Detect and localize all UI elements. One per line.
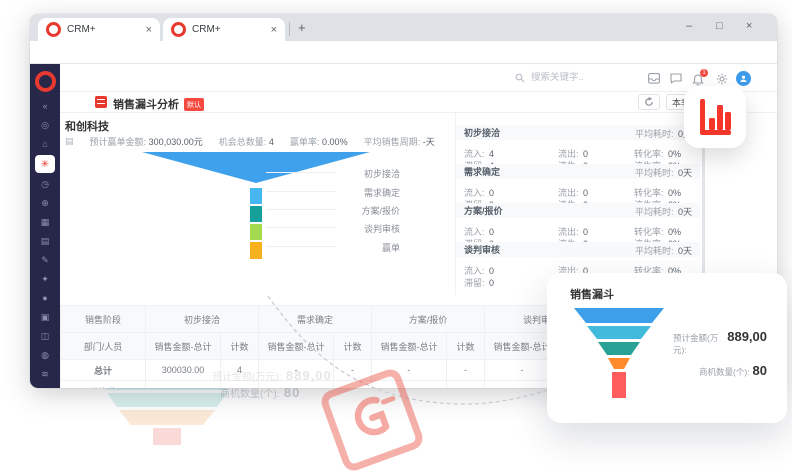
home-icon[interactable]: ⌂ <box>42 139 48 149</box>
hecom-logo-icon[interactable] <box>34 71 56 92</box>
browser-tabstrip: CRM+ × CRM+ × + – □ × <box>30 14 777 41</box>
compass-icon[interactable]: ⊕ <box>41 197 49 208</box>
document-icon[interactable]: ▤ <box>40 235 50 246</box>
collapse-icon[interactable]: « <box>42 101 48 111</box>
stamp-glyph <box>354 396 396 436</box>
summary-item: 预计赢单金额: 300,030.00元 <box>89 137 203 147</box>
app-sidebar: «◎⌂✳◷⊕▦▤✎✦●▣◫◍≋▽◧◭⊟ <box>30 64 60 388</box>
ghost-amount-text: 预计金额(万元): 889,00 <box>212 368 332 383</box>
person-link[interactable]: 冯晓蕾 <box>60 380 146 388</box>
hecom-favicon-icon <box>46 22 61 37</box>
clock-icon[interactable]: ◷ <box>41 178 49 189</box>
stage-header-cell: 销售阶段 <box>60 305 146 333</box>
period-value: 本季 <box>672 97 691 108</box>
card-amount-metric: 预计金额(万元): 889,00 <box>673 329 767 355</box>
star-icon[interactable]: ✦ <box>41 273 49 284</box>
window-close-button[interactable]: × <box>746 20 753 32</box>
page-title: 销售漏斗分析 <box>113 99 179 111</box>
card-funnel-segment <box>587 326 651 339</box>
card-funnel-segment <box>574 308 664 323</box>
signature-icon[interactable]: ≋ <box>41 368 49 379</box>
new-tab-button[interactable]: + <box>298 20 306 35</box>
funnel-stage-label: 方案/报价 <box>361 206 400 216</box>
browser-navbar: ← → cloud.hecom.cn/opportunityBoard ☆ ⋮ <box>30 41 777 86</box>
funnel-stage-shape <box>250 206 262 222</box>
bar-chart-icon <box>700 99 731 135</box>
app-box-icon[interactable]: ▣ <box>40 311 50 322</box>
dot-icon[interactable]: ● <box>42 293 48 303</box>
amount-link[interactable]: 300030.00 <box>145 359 221 381</box>
edit-icon[interactable]: ✎ <box>41 254 49 265</box>
funnel-stage-label: 赢单 <box>381 243 400 253</box>
chat-icon[interactable] <box>670 73 682 84</box>
card-funnel-segment <box>598 342 640 355</box>
list-icon: ▤ <box>65 136 74 146</box>
leader-line <box>266 191 336 192</box>
summary-item: 机会总数量: 4 <box>218 137 274 147</box>
disc-icon[interactable]: ◍ <box>41 349 49 360</box>
window-minimize-button[interactable]: – <box>686 20 693 32</box>
notification-badge: 1 <box>700 69 708 77</box>
page-title-row: 销售漏斗分析 默认 本季 ▼ ▦ <box>60 92 777 113</box>
refresh-button[interactable] <box>638 94 660 110</box>
app-topbar: 1 <box>60 64 777 92</box>
board-tag-badge: 默认 <box>184 98 204 111</box>
card-funnel-chart <box>574 308 664 398</box>
card-funnel-stem <box>612 372 626 398</box>
sales-funnel-card: 销售漏斗 预计金额(万元): 889,00 商机数量(个): 80 <box>547 273 787 423</box>
refresh-icon <box>645 97 653 106</box>
tab-close-icon[interactable]: × <box>270 23 277 36</box>
funnel-stage-shape <box>250 224 262 240</box>
funnel-stage-shape <box>142 152 370 183</box>
card-count-metric: 商机数量(个): 80 <box>699 363 767 378</box>
search-icon[interactable]: ◎ <box>41 119 49 130</box>
tab-close-icon[interactable]: × <box>145 23 152 36</box>
card-funnel-segment <box>608 358 630 369</box>
leader-line <box>266 209 336 210</box>
sidebar-nav: «◎⌂✳◷⊕▦▤✎✦●▣◫◍≋▽◧◭⊟ <box>30 98 60 388</box>
summary-item: 平均销售周期: -天 <box>363 137 435 147</box>
funnel-stage-label: 需求确定 <box>363 188 400 198</box>
summary-item: 赢单率: 0.00% <box>289 137 348 147</box>
leader-line <box>266 246 336 247</box>
person-icon <box>740 75 747 82</box>
leader-line <box>266 227 336 228</box>
funnel-icon[interactable]: ▽ <box>35 385 55 389</box>
settings-gear-icon[interactable] <box>716 73 728 85</box>
card-metrics: 预计金额(万元): 889,00 商机数量(个): 80 <box>673 329 767 378</box>
browser-tab-1[interactable]: CRM+ × <box>38 18 160 41</box>
inbox-icon[interactable] <box>648 73 660 84</box>
window-maximize-button[interactable]: □ <box>716 20 723 32</box>
ghost-count-text: 商机数量(个): 80 <box>220 385 301 400</box>
report-app-icon[interactable] <box>684 86 746 148</box>
tab-label: CRM+ <box>192 24 221 35</box>
leader-line <box>266 172 336 173</box>
funnel-chart[interactable] <box>130 150 380 265</box>
funnel-stage-shape <box>250 188 262 204</box>
user-avatar[interactable] <box>736 71 751 86</box>
hecom-favicon-icon <box>171 22 186 37</box>
search-icon <box>515 73 525 82</box>
funnel-stage-label: 谈判审核 <box>363 224 400 234</box>
tab-divider <box>289 22 290 36</box>
funnel-analysis-icon[interactable]: ✳ <box>35 155 55 173</box>
browser-tab-2[interactable]: CRM+ × <box>163 18 285 41</box>
company-name: 和创科技 <box>65 121 109 133</box>
card-title: 销售漏斗 <box>570 289 614 301</box>
calendar-icon[interactable]: ▦ <box>40 216 50 227</box>
funnel-stage-shape <box>250 242 262 259</box>
board-icon <box>95 96 107 108</box>
panel-scrollbar[interactable] <box>702 123 705 283</box>
search-input[interactable] <box>529 71 623 84</box>
funnel-stage-label: 初步接洽 <box>363 169 400 179</box>
count-link[interactable]: 4 <box>219 359 260 381</box>
ghost-funnel-decoration <box>100 383 234 445</box>
card-icon[interactable]: ◫ <box>40 330 50 341</box>
summary-line: ▤ 预计赢单金额: 300,030.00元 机会总数量: 4 赢单率: 0.00… <box>65 135 435 148</box>
notification-bell[interactable]: 1 <box>692 69 708 86</box>
tab-label: CRM+ <box>67 24 96 35</box>
global-search[interactable] <box>515 71 623 84</box>
